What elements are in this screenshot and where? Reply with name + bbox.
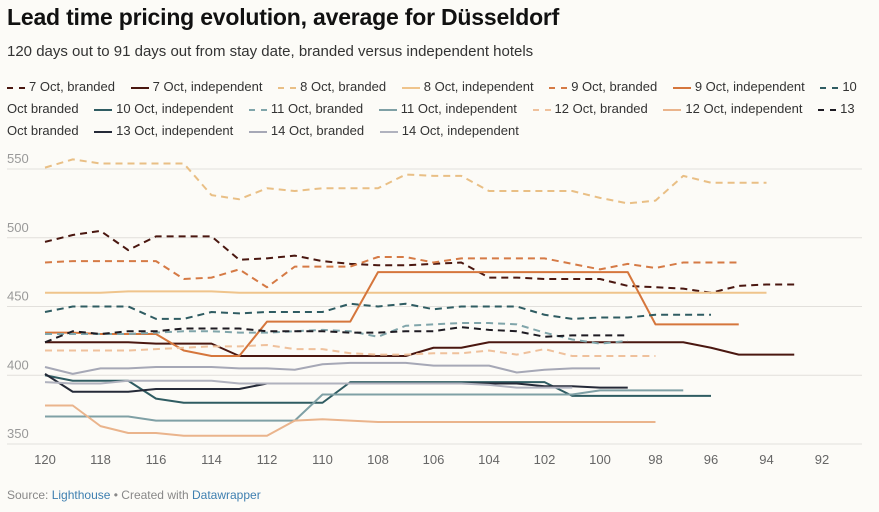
series-line-7 <box>44 302 711 320</box>
x-tick-label: 120 <box>34 452 56 467</box>
legend-label: 9 Oct, branded <box>571 79 658 94</box>
legend-item: 11 Oct, branded <box>248 101 364 116</box>
y-tick-label: 400 <box>7 357 29 372</box>
legend-swatch <box>278 86 297 89</box>
y-tick-label: 500 <box>7 220 29 235</box>
legend-item: 9 Oct, independent <box>672 79 805 94</box>
legend-label: 13 Oct branded <box>7 101 855 138</box>
source-link[interactable]: Lighthouse <box>51 488 111 502</box>
datawrapper-link[interactable]: Datawrapper <box>192 488 261 502</box>
series-line-1 <box>44 229 795 294</box>
x-tick-label: 96 <box>704 452 718 467</box>
legend-item: 14 Oct, branded <box>248 123 365 138</box>
legend-label: 12 Oct, branded <box>554 101 648 116</box>
legend-item: 8 Oct, independent <box>401 79 534 94</box>
legend-item: 8 Oct, branded <box>278 79 386 94</box>
legend-swatch <box>549 86 568 89</box>
legend-label: 10 Oct branded <box>7 79 857 116</box>
series-line-9 <box>45 322 628 345</box>
footer: Source: Lighthouse • Created with Datawr… <box>7 488 261 502</box>
legend-swatch <box>532 108 551 111</box>
legend-swatch <box>248 130 267 133</box>
legend: 7 Oct, branded 7 Oct, independent 8 Oct,… <box>7 76 867 142</box>
legend-item: 7 Oct, branded <box>7 79 115 94</box>
legend-swatch <box>94 108 113 111</box>
legend-label: 8 Oct, branded <box>300 79 387 94</box>
x-tick-label: 114 <box>201 452 222 467</box>
legend-label: 14 Oct, independent <box>401 123 519 138</box>
legend-item: 12 Oct, independent <box>663 101 802 116</box>
legend-label: 10 Oct, independent <box>116 101 234 116</box>
legend-item: 10 Oct branded <box>7 79 857 116</box>
legend-label: 9 Oct, independent <box>694 79 805 94</box>
x-tick-label: 94 <box>759 452 773 467</box>
y-tick-label: 450 <box>7 289 29 304</box>
series-line-6 <box>45 271 739 357</box>
x-tick-label: 108 <box>367 452 389 467</box>
x-tick-label: 104 <box>478 452 500 467</box>
series-line-11 <box>45 344 656 357</box>
x-tick-label: 106 <box>423 452 445 467</box>
y-tick-label: 350 <box>7 426 29 441</box>
series-line-12 <box>45 404 656 437</box>
legend-item: 13 Oct, independent <box>94 123 233 138</box>
x-tick-label: 110 <box>312 452 333 467</box>
legend-swatch <box>130 86 149 89</box>
legend-swatch <box>820 86 839 89</box>
legend-label: 8 Oct, independent <box>423 79 534 94</box>
y-tick-label: 550 <box>7 151 29 166</box>
legend-item: 11 Oct, independent <box>378 101 517 116</box>
legend-swatch <box>94 130 113 133</box>
legend-item: 14 Oct, independent <box>379 123 519 138</box>
series-line-13 <box>44 326 628 344</box>
legend-item: 13 Oct branded <box>7 101 855 138</box>
series-line-3 <box>44 158 767 205</box>
series-line-8 <box>44 374 711 404</box>
created-with-text: • Created with <box>110 488 192 502</box>
x-tick-label: 92 <box>815 452 829 467</box>
legend-swatch <box>7 86 25 89</box>
x-tick-label: 116 <box>146 452 167 467</box>
legend-label: 11 Oct, branded <box>270 101 364 116</box>
legend-label: 12 Oct, independent <box>685 101 803 116</box>
legend-label: 7 Oct, independent <box>152 79 263 94</box>
source-label: Source: <box>7 488 49 502</box>
chart-title: Lead time pricing evolution, average for… <box>7 4 560 30</box>
series-line-15 <box>44 361 600 375</box>
legend-swatch <box>378 108 397 111</box>
legend-item: 9 Oct, branded <box>549 79 657 94</box>
legend-swatch <box>672 86 691 89</box>
series-line-10 <box>45 389 684 422</box>
legend-item: 12 Oct, branded <box>532 101 648 116</box>
legend-swatch <box>379 130 398 133</box>
legend-swatch <box>248 108 267 111</box>
legend-item: 10 Oct, independent <box>94 101 233 116</box>
legend-label: 7 Oct, branded <box>29 79 115 94</box>
chart-subtitle: 120 days out to 91 days out from stay da… <box>7 43 534 60</box>
x-tick-label: 100 <box>589 452 611 467</box>
legend-swatch <box>663 108 682 111</box>
series-line-16 <box>44 379 573 389</box>
legend-label: 14 Oct, branded <box>270 123 365 138</box>
legend-swatch <box>818 108 837 111</box>
x-tick-label: 112 <box>257 452 278 467</box>
x-tick-label: 98 <box>648 452 662 467</box>
legend-label: 13 Oct, independent <box>116 123 234 138</box>
series-line-2 <box>45 341 795 357</box>
legend-swatch <box>401 86 420 89</box>
legend-label: 11 Oct, independent <box>400 101 517 116</box>
series-line-4 <box>45 290 767 294</box>
x-tick-label: 102 <box>534 452 556 467</box>
x-tick-label: 118 <box>90 452 111 467</box>
series-line-5 <box>44 256 739 289</box>
legend-item: 7 Oct, independent <box>130 79 263 94</box>
